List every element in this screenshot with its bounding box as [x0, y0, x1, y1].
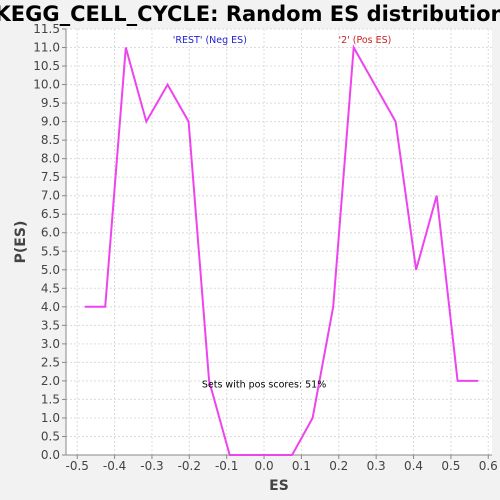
y-tick-label: 5.5 [41, 244, 60, 258]
series-line [84, 44, 479, 456]
x-tick-label: -0.4 [103, 459, 126, 473]
x-tick-label: -0.1 [215, 459, 238, 473]
y-tick-label: 0.0 [41, 448, 60, 462]
x-tick-label: -0.2 [178, 459, 201, 473]
x-tick-label: 0.3 [367, 459, 386, 473]
y-tick-label: 9.0 [41, 115, 60, 129]
y-tick-label: 0.5 [41, 429, 60, 443]
y-tick-label: 7.5 [41, 170, 60, 184]
y-tick-label: 10.0 [33, 78, 60, 92]
series [84, 44, 479, 456]
annotation-label: Sets with pos scores: 51% [202, 380, 326, 391]
y-tick-label: 2.5 [41, 355, 60, 369]
y-tick-label: 11.0 [33, 41, 60, 55]
y-tick-label: 9.5 [41, 96, 60, 110]
x-tick-label: 0.4 [404, 459, 423, 473]
y-tick-label: 8.0 [41, 152, 60, 166]
x-tick-label: 0.6 [479, 459, 498, 473]
y-tick-label: 1.5 [41, 392, 60, 406]
annotation-label: 'REST' (Neg ES) [173, 35, 247, 46]
y-tick-label: 6.5 [41, 207, 60, 221]
y-ticks: 0.0 0.5 1.0 1.5 2.0 2.5 3.0 3.5 4.0 4.5 5.0 5.5 6.0 6… [33, 22, 66, 462]
x-ticks: -0.5 -0.4 -0.3 -0.2 -0.1 0.0 0.1 0.2 0.3 0.4 0.5 0.… [65, 455, 498, 473]
chart-title: KEGG_CELL_CYCLE: Random ES distribution [0, 2, 500, 26]
y-tick-label: 5.0 [41, 263, 60, 277]
y-tick-label: 10.5 [33, 59, 60, 73]
y-tick-label: 8.5 [41, 133, 60, 147]
y-tick-label: 4.5 [41, 281, 60, 295]
x-tick-label: 0.1 [292, 459, 311, 473]
x-tick-label: 0.2 [329, 459, 348, 473]
y-tick-label: 2.0 [41, 374, 60, 388]
annotations: 'REST' (Neg ES) '2' (Pos ES) Sets with pos… [173, 35, 392, 391]
y-tick-label: 4.0 [41, 300, 60, 314]
y-tick-label: 7.0 [41, 189, 60, 203]
y-tick-label: 3.5 [41, 318, 60, 332]
x-axis-label: ES [269, 478, 289, 494]
x-tick-label: 0.0 [255, 459, 274, 473]
y-tick-label: 3.0 [41, 337, 60, 351]
y-tick-label: 1.0 [41, 411, 60, 425]
x-tick-label: -0.3 [140, 459, 163, 473]
x-tick-label: 0.5 [441, 459, 460, 473]
plot-area [66, 29, 492, 455]
y-tick-label: 6.0 [41, 226, 60, 240]
y-tick-label: 11.5 [33, 22, 60, 36]
y-axis-label: P(ES) [13, 221, 29, 264]
annotation-label: '2' (Pos ES) [338, 35, 391, 46]
x-tick-label: -0.5 [65, 459, 88, 473]
